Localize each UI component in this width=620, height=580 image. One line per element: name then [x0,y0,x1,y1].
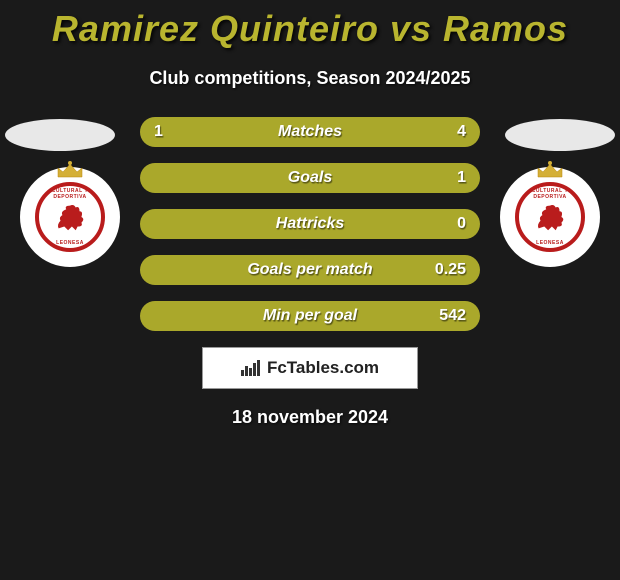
crest-text-top: CULTURAL Y DEPORTIVA [519,188,581,200]
subtitle: Club competitions, Season 2024/2025 [0,68,620,89]
footer-date: 18 november 2024 [0,407,620,428]
footer-brand-text: FcTables.com [267,358,379,378]
stat-right-value: 542 [439,307,466,325]
stat-bar: Goals per match 0.25 [140,255,480,285]
lion-icon [531,198,569,236]
stat-bar: 1 Matches 4 [140,117,480,147]
crest-text-bottom: LEONESA [519,240,581,246]
stat-bars: 1 Matches 4 Goals 1 Hattricks 0 Goals pe… [140,117,480,331]
crest-text-bottom: LEONESA [39,240,101,246]
stat-label: Hattricks [276,215,344,233]
stat-label: Goals per match [247,261,372,279]
stat-bar: Hattricks 0 [140,209,480,239]
stat-label: Matches [278,123,342,141]
stat-right-value: 1 [457,169,466,187]
crest-text-top: CULTURAL Y DEPORTIVA [39,188,101,200]
lion-icon [51,198,89,236]
stat-left-value: 1 [154,123,163,141]
player-ellipse-left [5,119,115,151]
player-ellipse-right [505,119,615,151]
stat-right-value: 4 [457,123,466,141]
stat-bar: Min per goal 542 [140,301,480,331]
crown-icon [535,161,565,179]
club-crest-right: CULTURAL Y DEPORTIVA LEONESA [500,167,600,267]
crown-icon [55,161,85,179]
page-title: Ramirez Quinteiro vs Ramos [0,0,620,50]
stats-area: CULTURAL Y DEPORTIVA LEONESA CULTURAL Y … [0,117,620,331]
footer-brand: FcTables.com [202,347,418,389]
stat-right-value: 0 [457,215,466,233]
bar-chart-icon [241,360,261,376]
stat-label: Min per goal [263,307,357,325]
stat-right-value: 0.25 [435,261,466,279]
stat-label: Goals [288,169,332,187]
stat-bar: Goals 1 [140,163,480,193]
club-crest-left: CULTURAL Y DEPORTIVA LEONESA [20,167,120,267]
